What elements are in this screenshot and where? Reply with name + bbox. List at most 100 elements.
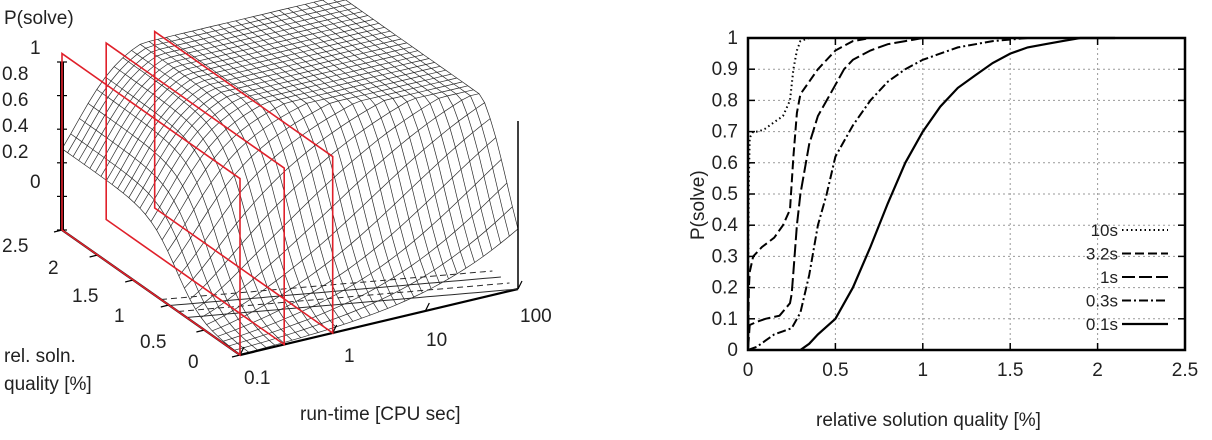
- surface-y-tick-0: 0: [188, 352, 199, 373]
- mesh-line-runtime: [296, 6, 475, 263]
- surface-mesh: [61, 0, 519, 355]
- mesh-line-runtime: [313, 1, 493, 251]
- mesh-line-runtime: [70, 133, 249, 353]
- mesh-line-runtime: [278, 10, 458, 274]
- legend: 10s 3.2s 1s 0.3s 0.1s: [1086, 221, 1168, 334]
- mesh-line-runtime: [305, 4, 484, 257]
- mesh-line-runtime: [148, 41, 328, 331]
- surface-y-tick-2: 2: [48, 258, 59, 279]
- y-tick-label: 0.5: [712, 184, 738, 205]
- mesh-line-runtime: [96, 89, 276, 346]
- mesh-line-runtime: [261, 14, 441, 284]
- mesh-line-runtime: [157, 39, 336, 328]
- surface-z-tick-0.2: 0.2: [2, 142, 28, 163]
- surface-y-axis-title-line2: quality [%]: [4, 374, 92, 395]
- mesh-line-runtime: [131, 50, 310, 336]
- y-tick-label: 0.9: [712, 59, 738, 80]
- mesh-line-runtime: [270, 12, 449, 280]
- mesh-line-runtime: [113, 66, 293, 341]
- legend-label-3.2s: 3.2s: [1086, 245, 1118, 264]
- surface-z-axis-title: P(solve): [4, 8, 74, 29]
- quality-tick-mark: [89, 254, 98, 258]
- mesh-line-runtime: [226, 22, 406, 302]
- x-axis-title: relative solution quality [%]: [816, 410, 1041, 431]
- y-tick-label: 0.4: [712, 215, 739, 236]
- surface-z-tick-0: 0: [30, 172, 41, 193]
- mesh-line-quality: [167, 69, 446, 252]
- mesh-line-quality: [72, 3, 352, 157]
- surface-y-tick-1: 1: [114, 306, 125, 327]
- mesh-line-runtime: [322, 0, 501, 244]
- mesh-line-quality: [61, 0, 325, 149]
- cross-section-plane-0.3: [105, 41, 286, 347]
- surface-z-tick-0.4: 0.4: [2, 116, 29, 137]
- runtime-tick-mark: [517, 280, 523, 290]
- surface-x-tick-1: 1: [344, 346, 355, 367]
- mesh-line-runtime: [87, 103, 267, 348]
- grid: [747, 37, 1186, 351]
- surface-x-tick-10: 10: [426, 330, 447, 351]
- series-line-10s: [747, 37, 836, 344]
- surface-z-tick-0.8: 0.8: [2, 64, 28, 85]
- plot-frame: [746, 36, 1187, 352]
- y-tick-label: 0.2: [712, 278, 738, 299]
- surface-chart: P(solve) 1 0.8 0.6 0.4 0.2 0 2.5 2 1.5 1…: [2, 0, 552, 425]
- mesh-line-quality: [223, 159, 502, 342]
- mesh-line-quality: [67, 0, 346, 153]
- x-tick-label: 1: [918, 360, 929, 381]
- mesh-line-runtime: [218, 24, 397, 305]
- surface-y-tick-0.5: 0.5: [140, 332, 166, 353]
- line-chart: 0 0.1 0.2 0.3 0.4 0.5 0.6 0.7 0.8 0.9 1 0 0.5 1 1.5 2 2.…: [688, 28, 1198, 431]
- y-tick-label: 0.3: [712, 246, 738, 267]
- legend-label-10s: 10s: [1091, 221, 1118, 240]
- y-tick-label: 0: [727, 340, 738, 361]
- y-tick-label: 0.7: [712, 122, 738, 143]
- mesh-line-runtime: [345, 0, 519, 229]
- mesh-line-quality: [117, 34, 396, 189]
- floor-contour: [186, 288, 519, 318]
- legend-label-0.3s: 0.3s: [1086, 292, 1118, 311]
- quality-tick-mark: [160, 304, 169, 308]
- mesh-line-quality: [234, 206, 513, 351]
- mesh-line-runtime: [209, 26, 388, 309]
- mesh-line-runtime: [244, 18, 423, 294]
- surface-x-axis-title: run-time [CPU sec]: [300, 404, 460, 425]
- series-line-0.1s: [799, 36, 1116, 351]
- quality-tick-mark: [231, 354, 241, 358]
- mesh-line-runtime: [174, 34, 354, 322]
- mesh-line-quality: [178, 77, 457, 277]
- mesh-line-runtime: [192, 30, 371, 316]
- legend-label-0.1s: 0.1s: [1086, 315, 1118, 334]
- cross-section-plane-1: [153, 30, 334, 335]
- x-tick-label: 1.5: [997, 360, 1023, 381]
- series-line-1s: [747, 37, 958, 351]
- cross-section-planes: [61, 30, 334, 357]
- mesh-line-runtime: [79, 118, 258, 351]
- surface-z-tick-0.6: 0.6: [2, 90, 28, 111]
- x-tick-label: 0: [743, 360, 754, 381]
- mesh-line-runtime: [235, 20, 415, 298]
- quality-tick-mark: [196, 329, 205, 333]
- x-tick-label: 2: [1092, 360, 1103, 381]
- y-tick-label: 0.6: [712, 153, 738, 174]
- mesh-line-runtime: [287, 8, 467, 269]
- series-line-0.3s: [747, 37, 1098, 351]
- mesh-line-quality: [217, 137, 497, 337]
- mesh-line-quality: [239, 228, 519, 355]
- surface-x-tick-0.1: 0.1: [244, 368, 270, 389]
- mesh-line-runtime: [122, 57, 302, 338]
- legend-label-1s: 1s: [1100, 268, 1118, 287]
- surface-z-tick-1: 1: [30, 38, 41, 59]
- runtime-axis-line: [239, 287, 519, 357]
- mesh-line-runtime: [105, 76, 284, 343]
- runtime-tick-mark: [424, 302, 430, 312]
- mesh-line-runtime: [252, 16, 432, 289]
- mesh-line-runtime: [61, 148, 241, 355]
- floor-contour: [178, 282, 510, 312]
- x-tick-label: 0.5: [822, 360, 848, 381]
- y-axis-title: P(solve): [688, 170, 709, 240]
- surface-y-axis-title-line1: rel. soln.: [4, 346, 76, 367]
- surface-x-tick-100: 100: [520, 306, 552, 327]
- cross-section-plane-0.1: [61, 52, 241, 357]
